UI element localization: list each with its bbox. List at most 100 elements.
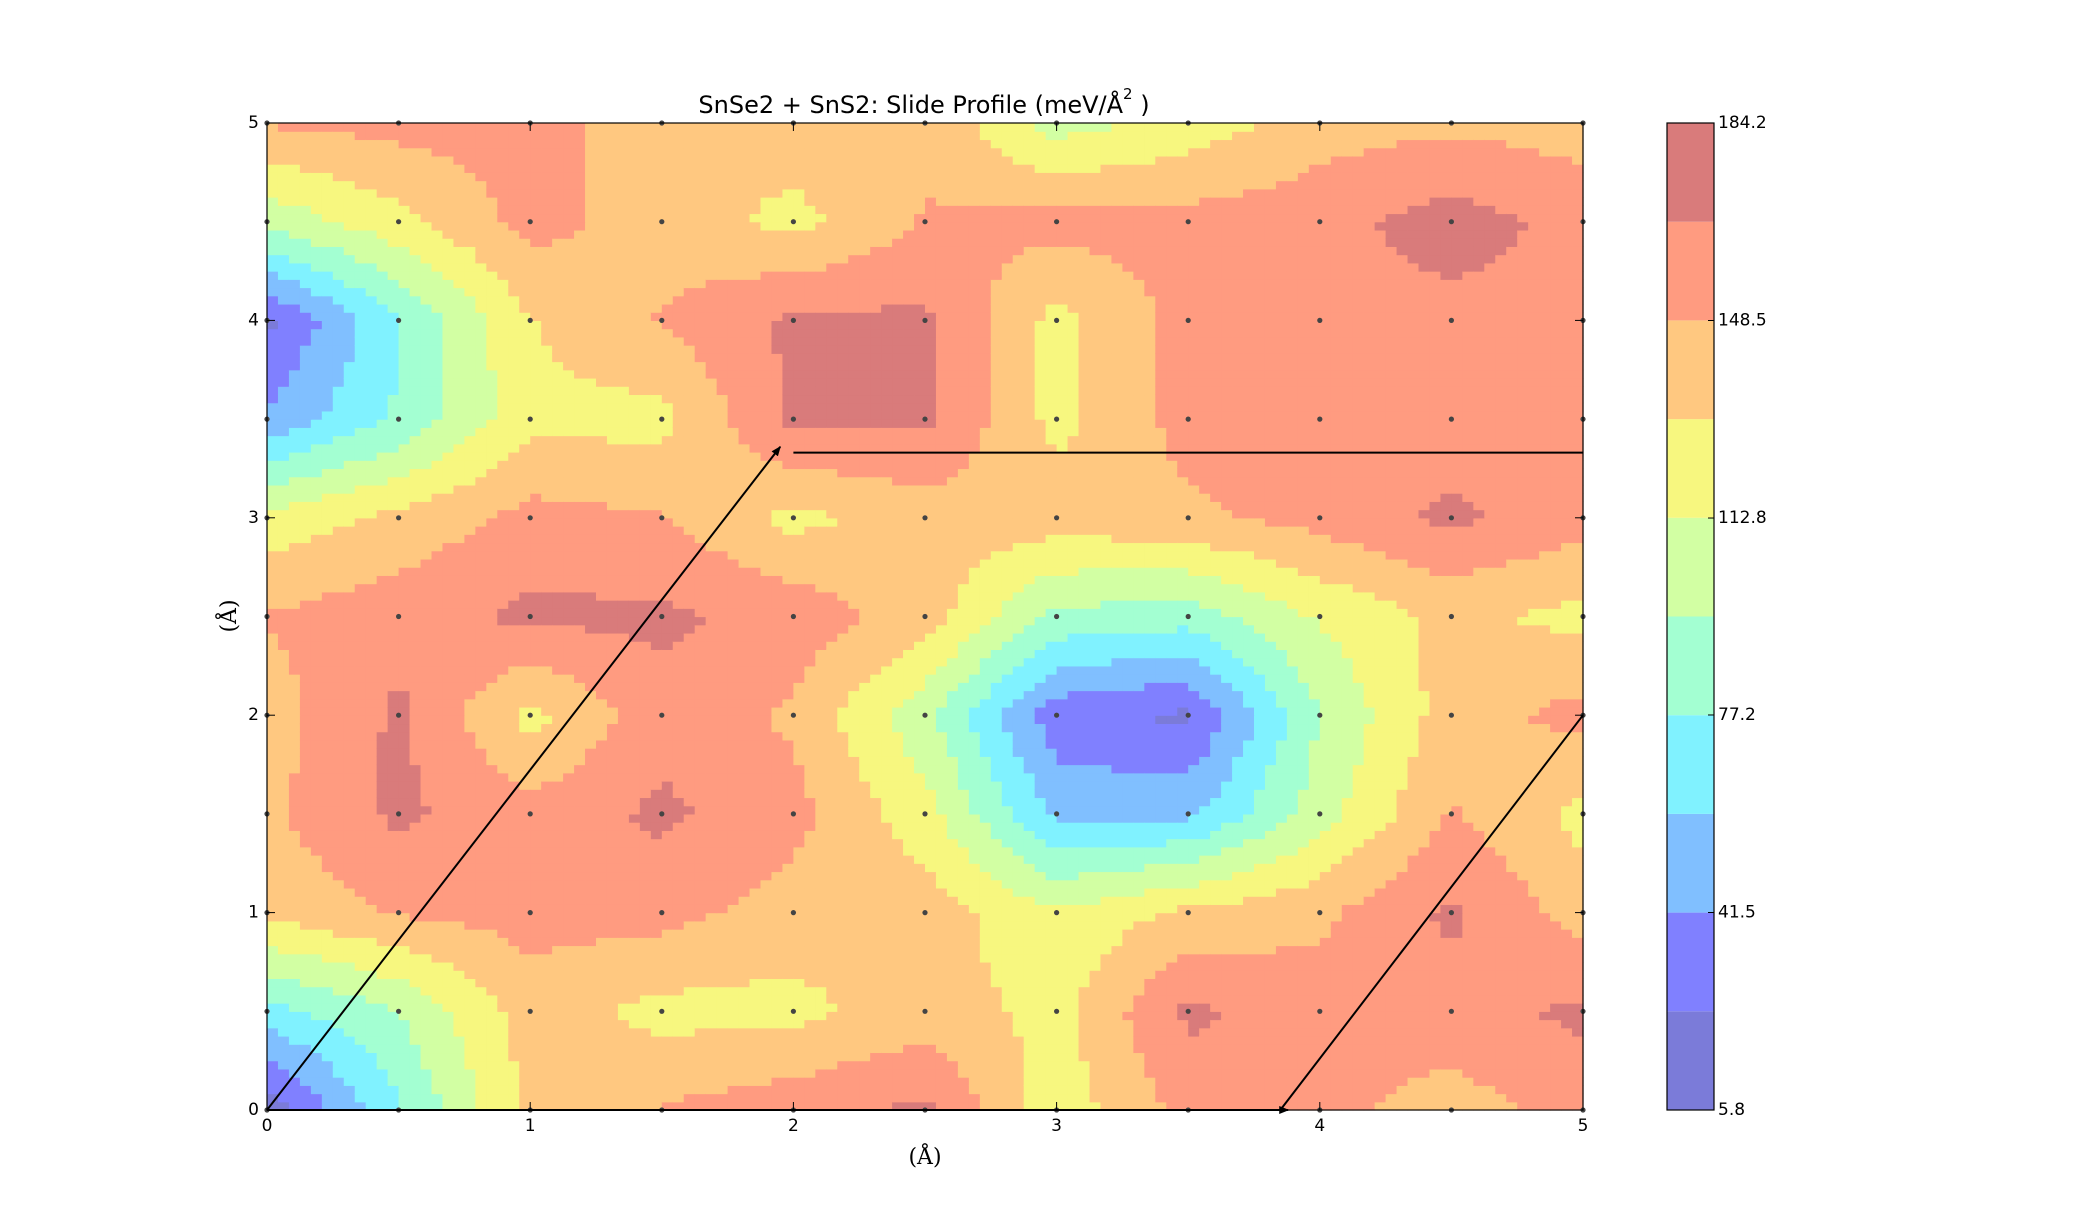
contour-cell	[387, 912, 400, 922]
contour-cell	[1517, 1044, 1529, 1054]
contour-cell	[837, 986, 849, 996]
contour-cell	[881, 937, 893, 947]
contour-cell	[1264, 830, 1277, 840]
contour-cell	[738, 838, 751, 848]
contour-cell	[1495, 1068, 1507, 1078]
contour-cell	[1155, 855, 1167, 864]
contour-cell	[1001, 945, 1014, 955]
contour-cell	[365, 879, 378, 889]
contour-cell	[1133, 846, 1145, 856]
contour-cell	[310, 970, 323, 979]
contour-cell	[1341, 822, 1354, 831]
contour-cell	[1506, 1035, 1518, 1045]
contour-cell	[683, 846, 696, 856]
contour-cell	[541, 920, 553, 930]
contour-cell	[771, 896, 784, 905]
contour-cell	[541, 961, 553, 971]
contour-cell	[1264, 920, 1277, 930]
contour-cell	[431, 1068, 444, 1078]
contour-cell	[530, 805, 542, 815]
contour-cell	[497, 1101, 509, 1111]
contour-cell	[979, 846, 992, 856]
contour-cell	[870, 912, 882, 922]
contour-cell	[1155, 896, 1167, 905]
contour-cell	[1385, 1019, 1398, 1029]
contour-cell	[1506, 961, 1518, 971]
contour-cell	[1429, 945, 1442, 955]
contour-cell	[420, 1093, 433, 1103]
contour-cell	[1528, 1052, 1540, 1062]
contour-cell	[815, 846, 827, 856]
contour-cell	[1232, 1019, 1244, 1029]
contour-cell	[1012, 1093, 1025, 1103]
contour-cell	[903, 1101, 915, 1111]
contour-cell	[771, 863, 784, 873]
contour-cell	[574, 1035, 586, 1045]
contour-cell	[1363, 1035, 1376, 1045]
contour-cell	[1067, 1068, 1080, 1078]
contour-cell	[387, 781, 400, 790]
contour-cell	[321, 731, 334, 741]
contour-cell	[519, 920, 531, 930]
contour-cell	[376, 961, 389, 971]
contour-cell	[321, 871, 334, 881]
contour-cell	[859, 937, 871, 947]
contour-cell	[749, 855, 762, 864]
contour-cell	[782, 887, 794, 897]
contour-cell	[1374, 1011, 1387, 1021]
contour-cell	[760, 731, 773, 741]
contour-cell	[420, 781, 433, 790]
contour-cell	[1484, 838, 1496, 848]
contour-cell	[541, 1052, 553, 1062]
contour-cell	[1462, 929, 1474, 938]
contour-cell	[1451, 904, 1463, 914]
contour-cell	[760, 1093, 773, 1103]
contour-cell	[661, 1093, 674, 1103]
contour-cell	[1297, 920, 1310, 930]
contour-cell	[1221, 838, 1233, 848]
contour-cell	[617, 1060, 630, 1070]
contour-cell	[1550, 1068, 1562, 1078]
contour-cell	[1363, 961, 1376, 971]
contour-cell	[1275, 945, 1288, 955]
contour-cell	[519, 1093, 531, 1103]
contour-cell	[420, 887, 433, 897]
contour-cell	[1286, 863, 1299, 873]
contour-cell	[935, 945, 948, 955]
contour-cell	[1243, 1044, 1255, 1054]
contour-cell	[1407, 871, 1420, 881]
contour-cell	[771, 1060, 784, 1070]
contour-cell	[508, 978, 520, 988]
contour-cell	[475, 739, 487, 749]
contour-cell	[1254, 813, 1266, 823]
contour-cell	[925, 953, 937, 963]
contour-cell	[1297, 1019, 1310, 1029]
contour-cell	[1210, 994, 1222, 1004]
contour-cell	[310, 879, 323, 889]
contour-cell	[617, 1101, 630, 1111]
contour-cell	[1473, 986, 1485, 996]
contour-cell	[826, 855, 838, 864]
contour-cell	[332, 879, 345, 889]
contour-cell	[1319, 1035, 1332, 1045]
contour-cell	[387, 739, 400, 749]
contour-cell	[1407, 1101, 1420, 1111]
contour-cell	[606, 1011, 619, 1021]
contour-cell	[420, 797, 433, 807]
contour-cell	[1177, 896, 1189, 905]
contour-cell	[1473, 830, 1485, 840]
contour-cell	[1363, 1093, 1376, 1103]
contour-cell	[1341, 846, 1354, 856]
contour-cell	[376, 756, 389, 766]
contour-cell	[1286, 1003, 1299, 1012]
contour-cell	[1352, 961, 1365, 971]
contour-cell	[1100, 1003, 1113, 1012]
contour-cell	[1352, 863, 1365, 873]
contour-cell	[1254, 920, 1266, 930]
contour-cell	[596, 739, 608, 749]
contour-cell	[771, 764, 784, 774]
contour-cell	[1286, 1093, 1299, 1103]
contour-cell	[837, 855, 849, 864]
contour-cell	[1155, 970, 1167, 979]
contour-cell	[738, 879, 751, 889]
